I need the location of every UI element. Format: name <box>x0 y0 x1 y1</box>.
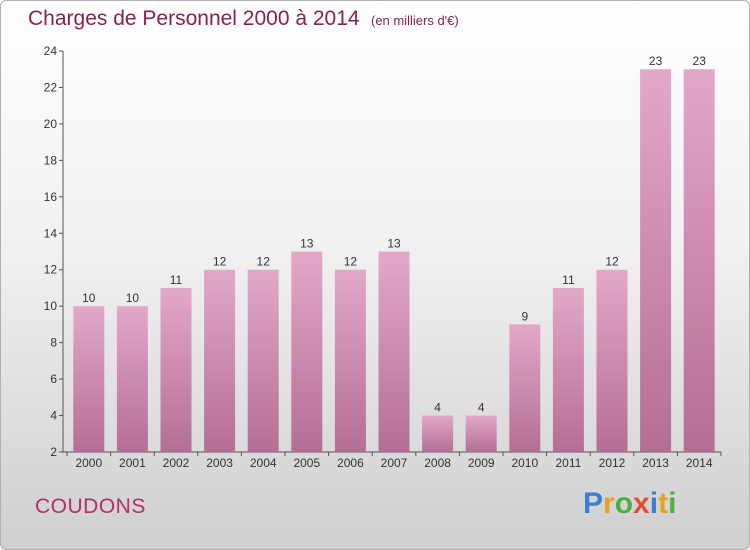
data-label-2014: 23 <box>693 54 707 68</box>
data-label-2002: 11 <box>170 273 183 287</box>
data-label-2013: 23 <box>649 54 663 68</box>
chart-bars <box>73 69 715 453</box>
logo-letter: t <box>658 487 669 520</box>
bar-2005 <box>291 251 323 452</box>
bar-2006 <box>334 269 366 452</box>
bar-2011 <box>552 287 584 452</box>
y-tick-label: 2 <box>50 445 57 459</box>
data-label-2004: 12 <box>257 255 271 269</box>
x-tick-label-2014: 2014 <box>686 456 713 470</box>
data-label-2003: 12 <box>213 255 227 269</box>
data-label-2009: 4 <box>478 401 485 415</box>
data-label-2005: 13 <box>300 237 314 251</box>
y-tick-label: 10 <box>44 299 58 313</box>
bar-2002 <box>160 287 192 452</box>
logo-letter: i <box>668 487 677 520</box>
place-name: COUDONS <box>35 495 146 518</box>
y-tick-label: 8 <box>50 336 57 350</box>
x-tick-label-2001: 2001 <box>119 456 146 470</box>
y-tick-label: 12 <box>44 263 58 277</box>
bar-2012 <box>596 269 628 452</box>
bar-2009 <box>465 415 497 452</box>
x-tick-label-2003: 2003 <box>206 456 233 470</box>
y-tick-label: 18 <box>44 153 58 167</box>
x-tick-label-2010: 2010 <box>511 456 538 470</box>
data-label-2008: 4 <box>434 401 441 415</box>
data-label-2006: 12 <box>344 255 358 269</box>
x-tick-label-2005: 2005 <box>293 456 320 470</box>
x-tick-label-2008: 2008 <box>424 456 451 470</box>
x-tick-label-2009: 2009 <box>468 456 495 470</box>
x-tick-label-2012: 2012 <box>599 456 626 470</box>
bar-2007 <box>378 251 410 452</box>
data-label-2011: 11 <box>562 273 575 287</box>
y-tick-label: 20 <box>44 117 58 131</box>
x-tick-label-2006: 2006 <box>337 456 364 470</box>
x-tick-label-2007: 2007 <box>381 456 408 470</box>
chart-data-labels: 10 10 11 12 12 13 12 13 4 4 9 11 12 23 23 <box>82 54 706 414</box>
y-tick-label: 14 <box>44 226 58 240</box>
bar-2014 <box>683 69 715 453</box>
y-tick-label: 24 <box>44 44 58 58</box>
bar-2000 <box>73 306 105 452</box>
data-label-2000: 10 <box>82 291 96 305</box>
y-tick-label: 6 <box>50 372 57 386</box>
bar-2008 <box>422 415 454 452</box>
data-label-2012: 12 <box>605 255 619 269</box>
bar-2004 <box>247 269 279 452</box>
bar-2003 <box>204 269 236 452</box>
y-tick-label: 22 <box>44 80 58 94</box>
logo-letter: P <box>583 487 604 520</box>
logo-letter: x <box>633 487 650 520</box>
y-tick-label: 4 <box>50 409 57 423</box>
data-label-2001: 10 <box>126 291 140 305</box>
bar-2013 <box>640 69 672 453</box>
chart-subtitle: (en milliers d'€) <box>371 13 459 28</box>
logo-letter: i <box>649 487 659 520</box>
x-tick-label-2004: 2004 <box>250 456 277 470</box>
data-label-2010: 9 <box>521 309 528 323</box>
logo-letter: o <box>614 487 634 520</box>
proxiti-logo: Proxiti <box>583 487 676 521</box>
bar-2010 <box>509 324 541 452</box>
data-label-2007: 13 <box>387 237 401 251</box>
chart-title: Charges de Personnel 2000 à 2014 <box>28 7 360 30</box>
logo-letter: r <box>603 487 615 520</box>
x-tick-label-2011: 2011 <box>555 456 581 470</box>
x-tick-label-2000: 2000 <box>75 456 102 470</box>
bar-2001 <box>116 306 148 452</box>
x-tick-label-2013: 2013 <box>642 456 669 470</box>
x-tick-label-2002: 2002 <box>163 456 190 470</box>
y-tick-label: 16 <box>44 190 58 204</box>
